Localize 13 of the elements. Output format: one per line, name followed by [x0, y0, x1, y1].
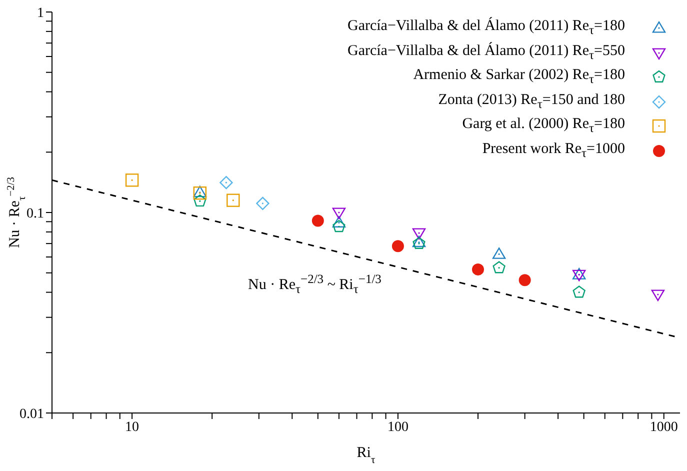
- x-tick-label: 100: [387, 420, 408, 435]
- legend-label: Zonta (2013) Re$_{τ}$=150 and 180: [438, 90, 625, 112]
- x-tick-label: 10: [125, 420, 140, 435]
- x-tick-label: 1000: [650, 420, 678, 435]
- y-tick-label: 0.1: [26, 206, 44, 222]
- x-axis-title: Ri$_{τ}$: [356, 445, 376, 466]
- legend-label: Present work Re$_{τ}$=1000: [482, 140, 625, 162]
- y-tick-label: 1: [37, 6, 44, 21]
- legend-label: García−Villalba & del Álamo (2011) Re$_{τ}$=180: [347, 16, 625, 39]
- legend-label: Armenio & Sarkar (2002) Re$_{τ}$=180: [413, 66, 625, 88]
- y-tick-label: 0.01: [20, 406, 44, 422]
- legend-label: García−Villalba & del Álamo (2011) Re$_{τ}$=550: [347, 41, 625, 64]
- legend-label: Garg et al. (2000) Re$_{τ}$=180: [462, 115, 625, 137]
